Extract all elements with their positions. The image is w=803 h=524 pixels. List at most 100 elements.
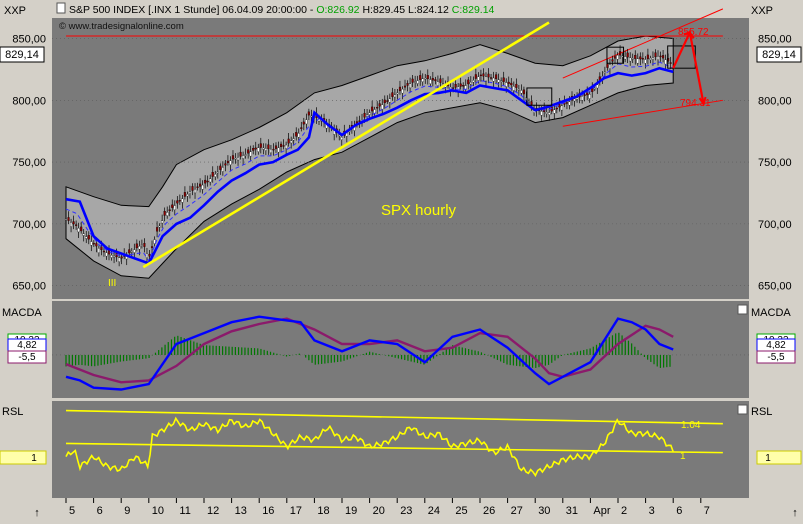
- candle-body: [183, 192, 186, 197]
- candle-body: [148, 253, 151, 257]
- rsl-upper-band: [65, 409, 723, 425]
- candle-body: [636, 58, 639, 64]
- candle-body: [656, 56, 660, 60]
- candle-body: [90, 241, 93, 246]
- candle-body: [664, 59, 667, 65]
- candle-body: [168, 209, 171, 211]
- candle-body: [651, 57, 655, 60]
- candle-body: [277, 147, 280, 153]
- candle-body: [510, 82, 513, 86]
- scroll-up-arrow-left-icon[interactable]: ↑: [34, 507, 40, 519]
- checkbox-icon[interactable]: [56, 2, 66, 14]
- candle-body: [82, 233, 85, 236]
- rsl-lower-label: 1: [680, 451, 686, 462]
- candle-body: [414, 81, 417, 83]
- candle-body: [102, 250, 106, 253]
- candle-body: [75, 224, 78, 226]
- candle-body: [110, 255, 113, 258]
- candle-body: [520, 90, 523, 94]
- x-tick-label: 18: [317, 505, 329, 517]
- candle-body: [517, 88, 520, 91]
- candle-body: [424, 78, 427, 80]
- candle-body: [398, 86, 402, 92]
- candle-body: [297, 133, 300, 138]
- candle-body: [386, 100, 389, 102]
- candle-body: [340, 137, 343, 140]
- candle-body: [484, 76, 488, 82]
- candle-body: [358, 120, 361, 122]
- candle-body: [426, 75, 429, 80]
- x-tick-label: 27: [511, 505, 523, 517]
- candle-body: [639, 56, 642, 60]
- candle-body: [646, 54, 649, 60]
- candle-body: [366, 114, 369, 117]
- candle-body: [211, 172, 214, 177]
- channel-lower-line: [562, 99, 723, 127]
- x-tick-label: 6: [97, 505, 103, 517]
- candle-body: [290, 140, 293, 144]
- candle-body: [150, 246, 154, 249]
- highlight-box: [606, 46, 625, 64]
- candle-body: [282, 145, 285, 147]
- candle-body: [135, 243, 138, 249]
- candle-body: [279, 143, 283, 148]
- candle-body: [388, 98, 391, 103]
- candle-body: [70, 222, 73, 227]
- candle-body: [527, 101, 531, 103]
- candle-body: [64, 218, 68, 221]
- candle-body: [616, 55, 619, 60]
- macd-close-icon[interactable]: [737, 304, 748, 315]
- candle-body: [77, 227, 80, 233]
- candle-body: [67, 217, 70, 221]
- candle-body: [143, 243, 146, 247]
- price-tick-label-left: 650,00: [12, 281, 46, 293]
- candle-body: [226, 160, 229, 164]
- candle-body: [560, 105, 563, 111]
- candle-body: [209, 178, 212, 183]
- x-tick-label: 16: [262, 505, 274, 517]
- candle-body: [188, 191, 192, 194]
- wave-label: III: [108, 278, 116, 289]
- candle-body: [242, 155, 245, 159]
- candle-body: [401, 88, 404, 94]
- candle-body: [492, 77, 495, 82]
- macd-layer: [52, 315, 749, 391]
- candle-body: [581, 96, 584, 101]
- candle-body: [161, 220, 164, 224]
- header-high: H:829.45: [362, 4, 405, 16]
- scroll-up-arrow-right-icon[interactable]: ↑: [792, 507, 798, 519]
- x-tick-label: 6: [676, 505, 682, 517]
- x-tick-label: 25: [455, 505, 467, 517]
- candle-body: [411, 78, 414, 83]
- macd-panel[interactable]: [52, 301, 749, 398]
- candle-body: [133, 249, 136, 253]
- macd-value-2-left: 4,82: [17, 340, 37, 351]
- candle-body: [462, 85, 465, 87]
- candle-body: [619, 51, 622, 56]
- header-low: L:824.12: [408, 4, 449, 16]
- candle-body: [118, 257, 121, 262]
- x-tick-label: 13: [235, 505, 247, 517]
- candle-body: [292, 138, 295, 141]
- candle-body: [95, 243, 98, 247]
- x-tick-label: 10: [152, 505, 164, 517]
- candle-body: [267, 144, 270, 150]
- rsl-panel[interactable]: [52, 401, 749, 498]
- candle-body: [441, 83, 445, 86]
- candle-body: [669, 62, 672, 64]
- candle-body: [479, 74, 482, 77]
- candle-body: [140, 244, 143, 246]
- candle-body: [236, 157, 240, 161]
- candle-body: [409, 83, 412, 89]
- candle-body: [219, 165, 222, 170]
- candle-body: [262, 147, 265, 150]
- candle-body: [662, 55, 665, 59]
- candle-body: [591, 88, 594, 92]
- candle-body: [467, 79, 470, 85]
- candle-body: [393, 94, 396, 98]
- header-open: O:826.92: [316, 4, 359, 16]
- header-title: S&P 500 INDEX [.INX 1 Stunde] 06.04.09 2…: [69, 4, 316, 16]
- candle-body: [474, 74, 477, 79]
- rsl-close-icon[interactable]: [737, 404, 748, 415]
- candle-body: [100, 246, 103, 251]
